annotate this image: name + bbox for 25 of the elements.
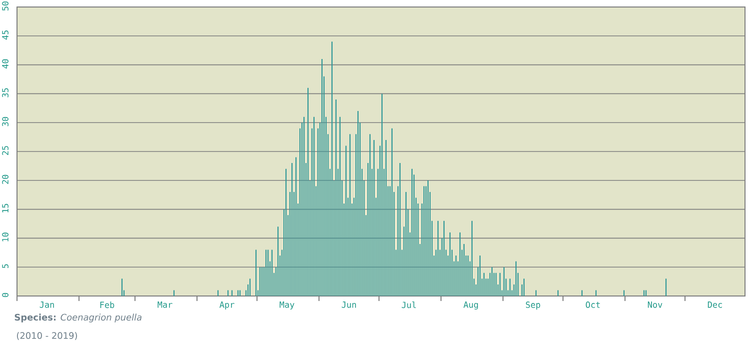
- y-tick-label: 5: [2, 264, 8, 268]
- x-tick-label: Dec: [708, 302, 722, 308]
- x-tick-label: Jul: [402, 302, 416, 308]
- y-tick-label: 20: [2, 174, 8, 184]
- y-tick-label: 45: [2, 30, 8, 40]
- x-tick-label: Feb: [100, 302, 114, 308]
- y-tick-label: 30: [2, 117, 8, 126]
- x-tick-label: Jan: [40, 302, 54, 308]
- x-tick-label: Aug: [464, 302, 478, 310]
- x-tick-label: May: [280, 302, 294, 310]
- y-tick-label: 40: [2, 59, 8, 68]
- y-tick-label: 50: [2, 1, 8, 11]
- text: Species: Coenagrion puella: [14, 314, 142, 322]
- y-tick-label: 15: [2, 204, 8, 212]
- x-tick-label: Oct: [586, 302, 600, 308]
- x-tick-label: Sep: [526, 302, 540, 310]
- x-tick-label: Jun: [342, 302, 356, 308]
- x-tick-label: Nov: [648, 302, 662, 308]
- x-tick-label: Apr: [220, 302, 234, 310]
- y-tick-label: 35: [2, 88, 8, 98]
- y-tick-label: 25: [2, 146, 8, 155]
- y-tick-label: 0: [2, 293, 8, 297]
- x-tick-label: Mar: [158, 302, 172, 308]
- text: (2010 - 2019): [16, 332, 77, 340]
- y-tick-label: 10: [2, 232, 8, 242]
